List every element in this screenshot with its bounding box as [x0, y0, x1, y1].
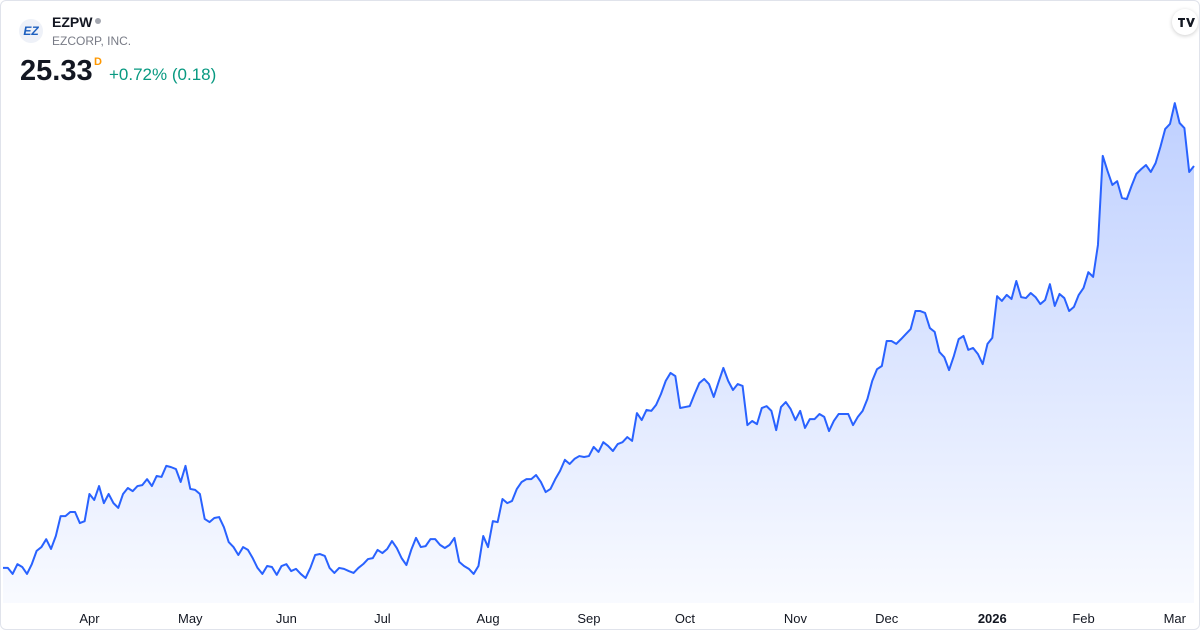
brand-button[interactable]: [1172, 9, 1198, 35]
price-line: [3, 102, 1195, 580]
x-tick-label: Oct: [675, 611, 696, 626]
x-tick-label: 2026: [978, 611, 1007, 626]
x-tick-label: May: [178, 611, 203, 626]
company-name: EZCORP, INC.: [52, 34, 132, 48]
price-change: +0.72% (0.18): [109, 65, 217, 84]
x-tick-label: Nov: [784, 611, 808, 626]
area-fill: [3, 103, 1194, 603]
brand-icon: [1178, 18, 1195, 27]
x-tick-label: Sep: [577, 611, 600, 626]
x-tick-label: Dec: [875, 611, 899, 626]
interval: D: [94, 56, 102, 68]
symbol[interactable]: EZPW: [52, 14, 93, 30]
x-tick-label: Apr: [79, 611, 100, 626]
price: 25.33: [20, 55, 93, 87]
x-tick-label: Feb: [1072, 611, 1094, 626]
x-tick-label: Jun: [276, 611, 297, 626]
logo: EZ: [19, 19, 43, 43]
status-dot: [95, 18, 101, 24]
x-tick-label: Jul: [374, 611, 391, 626]
x-tick-label: Aug: [476, 611, 499, 626]
x-tick-label: Mar: [1164, 611, 1187, 626]
